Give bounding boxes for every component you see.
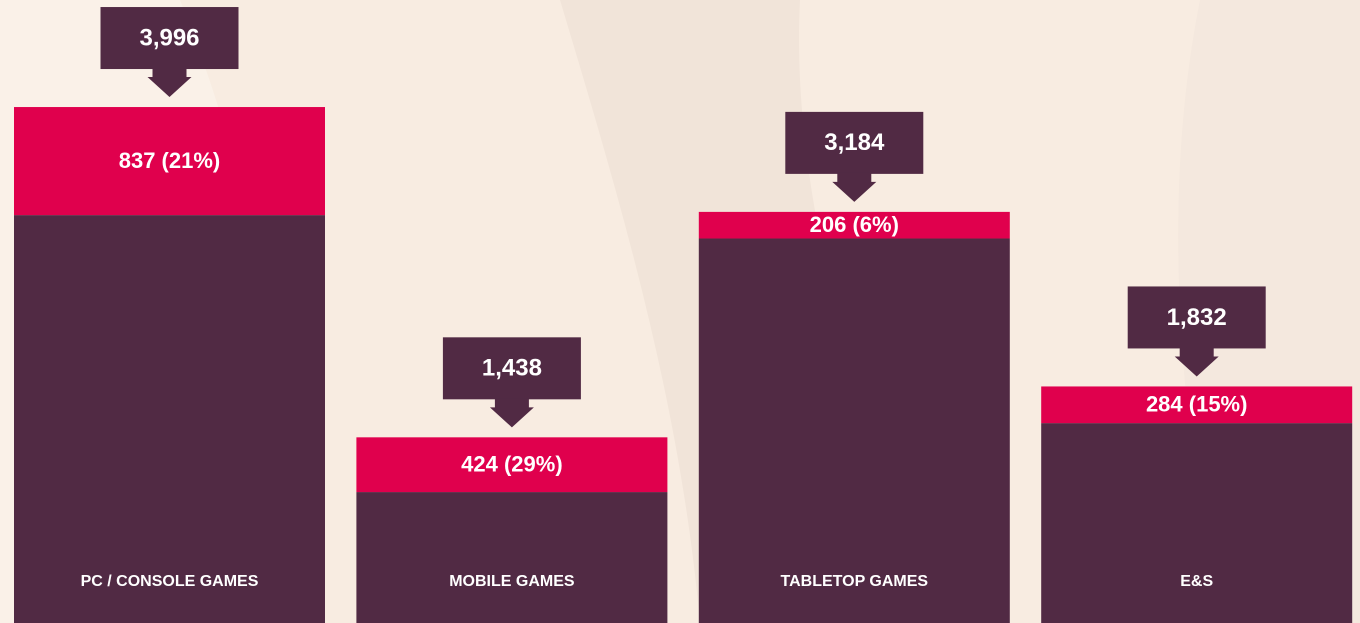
category-label: PC / CONSOLE GAMES [81,573,259,590]
bar-segment [356,437,668,493]
bar-segment [1041,423,1353,623]
segment-label: 206 (6%) [810,212,899,237]
callout-box [1127,286,1266,349]
callout-box [785,111,924,174]
callout-box [442,337,581,400]
callout-arrow [489,398,534,428]
bar-segment [1041,386,1353,424]
total-label: 3,184 [824,129,885,156]
callout-arrow [1174,347,1219,377]
callout-arrow [147,68,192,98]
segment-label: 837 (21%) [119,148,221,173]
callout-arrow [832,172,877,202]
callout-box [100,7,239,70]
category-label: TABLETOP GAMES [781,573,929,590]
bar-segment [14,215,325,623]
category-label: MOBILE GAMES [449,573,575,590]
bar-segment [14,107,325,216]
bar-segment [356,492,668,623]
segment-label: 424 (29%) [461,452,563,477]
category-label: E&S [1180,573,1213,590]
bar-segment [698,238,1010,623]
total-label: 1,832 [1167,304,1227,331]
total-label: 1,438 [482,355,542,382]
bar-segment [698,211,1010,239]
segment-label: 284 (15%) [1146,392,1248,417]
total-label: 3,996 [139,24,199,51]
